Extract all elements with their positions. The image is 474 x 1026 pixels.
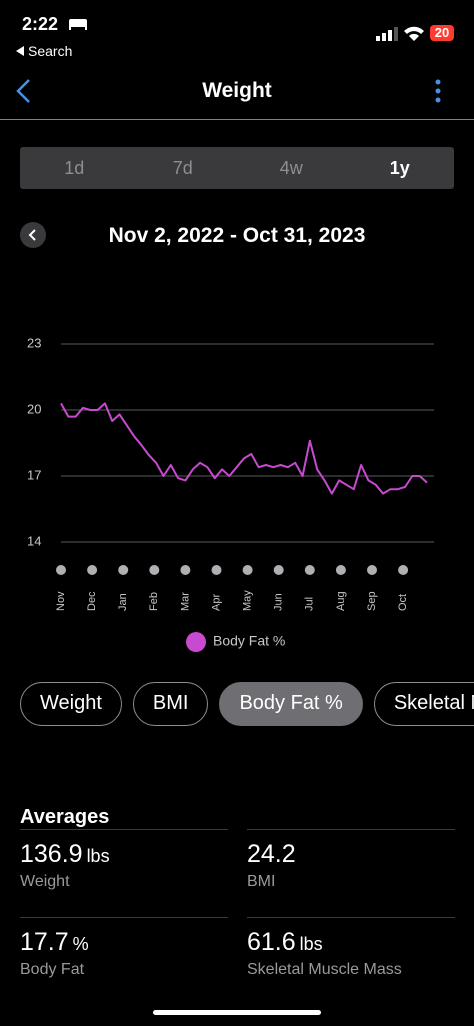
- month-dot: [242, 565, 253, 575]
- stat-row: 61.6 lbs: [247, 928, 455, 957]
- stat: 17.7% Body Fat: [20, 928, 228, 979]
- signal-icon: [376, 27, 398, 41]
- y-tick-label: 17: [27, 467, 41, 482]
- date-range: Nov 2, 2022 - Oct 31, 2023: [108, 224, 366, 247]
- back-app-label: Search: [28, 43, 73, 59]
- stat: 61.6 lbs Skeletal Muscle Mass: [247, 928, 455, 979]
- wifi-icon: [404, 26, 424, 41]
- legend-swatch: [186, 632, 206, 652]
- divider: [20, 829, 228, 830]
- stat-row: 17.7%: [20, 928, 228, 957]
- stat-value: 61.6: [247, 928, 296, 956]
- x-tick-label: Apr: [210, 594, 222, 611]
- stat: 136.9 lbs Weight: [20, 840, 228, 891]
- metric-chip[interactable]: Skeletal Muscle Mass: [373, 682, 474, 726]
- stat-unit: %: [72, 934, 89, 954]
- divider: [247, 917, 455, 918]
- stat-value: 136.9: [20, 840, 83, 868]
- range-tab[interactable]: 1d: [64, 158, 85, 178]
- month-dot: [118, 565, 129, 575]
- month-dot: [398, 565, 409, 575]
- back-triangle: [16, 46, 24, 56]
- y-tick-label: 23: [27, 335, 41, 350]
- header-divider: [0, 119, 474, 120]
- month-dot: [87, 565, 98, 575]
- x-tick-label: Mar: [179, 592, 191, 611]
- divider: [20, 917, 228, 918]
- month-dot: [149, 565, 160, 575]
- stat-row: 136.9 lbs: [20, 840, 228, 869]
- month-dot: [335, 565, 346, 575]
- x-tick-label: Jul: [304, 597, 316, 611]
- month-dot: [180, 565, 191, 575]
- status-time: 2:22: [22, 14, 59, 34]
- data-line: [60, 402, 428, 495]
- month-dot: [367, 565, 377, 575]
- x-tick-label: Jan: [117, 593, 129, 611]
- x-tick-label: Aug: [335, 591, 347, 611]
- more-button[interactable]: [432, 78, 444, 104]
- stat-label: BMI: [247, 873, 276, 890]
- x-tick-label: Feb: [148, 592, 160, 611]
- legend-label: Body Fat %: [213, 633, 285, 649]
- range-tabs: 1d 7d 4w 1y: [20, 147, 454, 189]
- range-tab[interactable]: 4w: [279, 158, 303, 178]
- x-tick-label: Sep: [366, 591, 378, 611]
- y-tick-label: 14: [27, 533, 41, 548]
- month-dot: [273, 565, 284, 575]
- stat-row: 24.2: [247, 840, 455, 869]
- divider: [247, 829, 455, 830]
- stat-label: Skeletal Muscle Mass: [247, 961, 402, 978]
- y-tick-label: 20: [27, 401, 41, 416]
- month-dot: [211, 565, 222, 575]
- page-title: Weight: [202, 79, 272, 102]
- stat-value: 24.2: [247, 840, 296, 868]
- averages-title: Averages: [20, 806, 110, 828]
- chart: 14 17 20 23 Nov Dec Jan Feb Mar Apr May Jun Jul Aug Se…: [27, 335, 434, 652]
- battery: 20: [430, 25, 454, 41]
- x-tick-label: May: [242, 590, 254, 611]
- stat: 24.2 BMI: [247, 840, 455, 891]
- month-dot: [304, 565, 315, 575]
- x-tick-label: Oct: [397, 594, 409, 611]
- month-dot: [56, 565, 66, 575]
- range-tab[interactable]: 7d: [172, 158, 193, 178]
- x-tick-label: Nov: [55, 591, 67, 611]
- metric-chip[interactable]: Weight: [20, 682, 122, 726]
- x-tick-label: Dec: [86, 591, 98, 611]
- metric-chip[interactable]: BMI: [132, 682, 209, 726]
- sleep-icon: [69, 19, 87, 30]
- back-button[interactable]: [14, 78, 34, 104]
- metric-chip[interactable]: Body Fat %: [219, 682, 363, 726]
- home-indicator: [153, 1010, 321, 1015]
- range-tab[interactable]: 1y: [389, 158, 410, 178]
- stat-value: 17.7: [20, 928, 69, 956]
- stat-unit: lbs: [86, 846, 110, 866]
- prev-range-button[interactable]: [20, 222, 46, 248]
- stat-unit: lbs: [299, 934, 323, 954]
- x-tick-label: Jun: [273, 593, 285, 611]
- stat-label: Weight: [20, 873, 70, 890]
- back-to-app[interactable]: Search: [16, 43, 72, 59]
- stat-label: Body Fat: [20, 961, 85, 978]
